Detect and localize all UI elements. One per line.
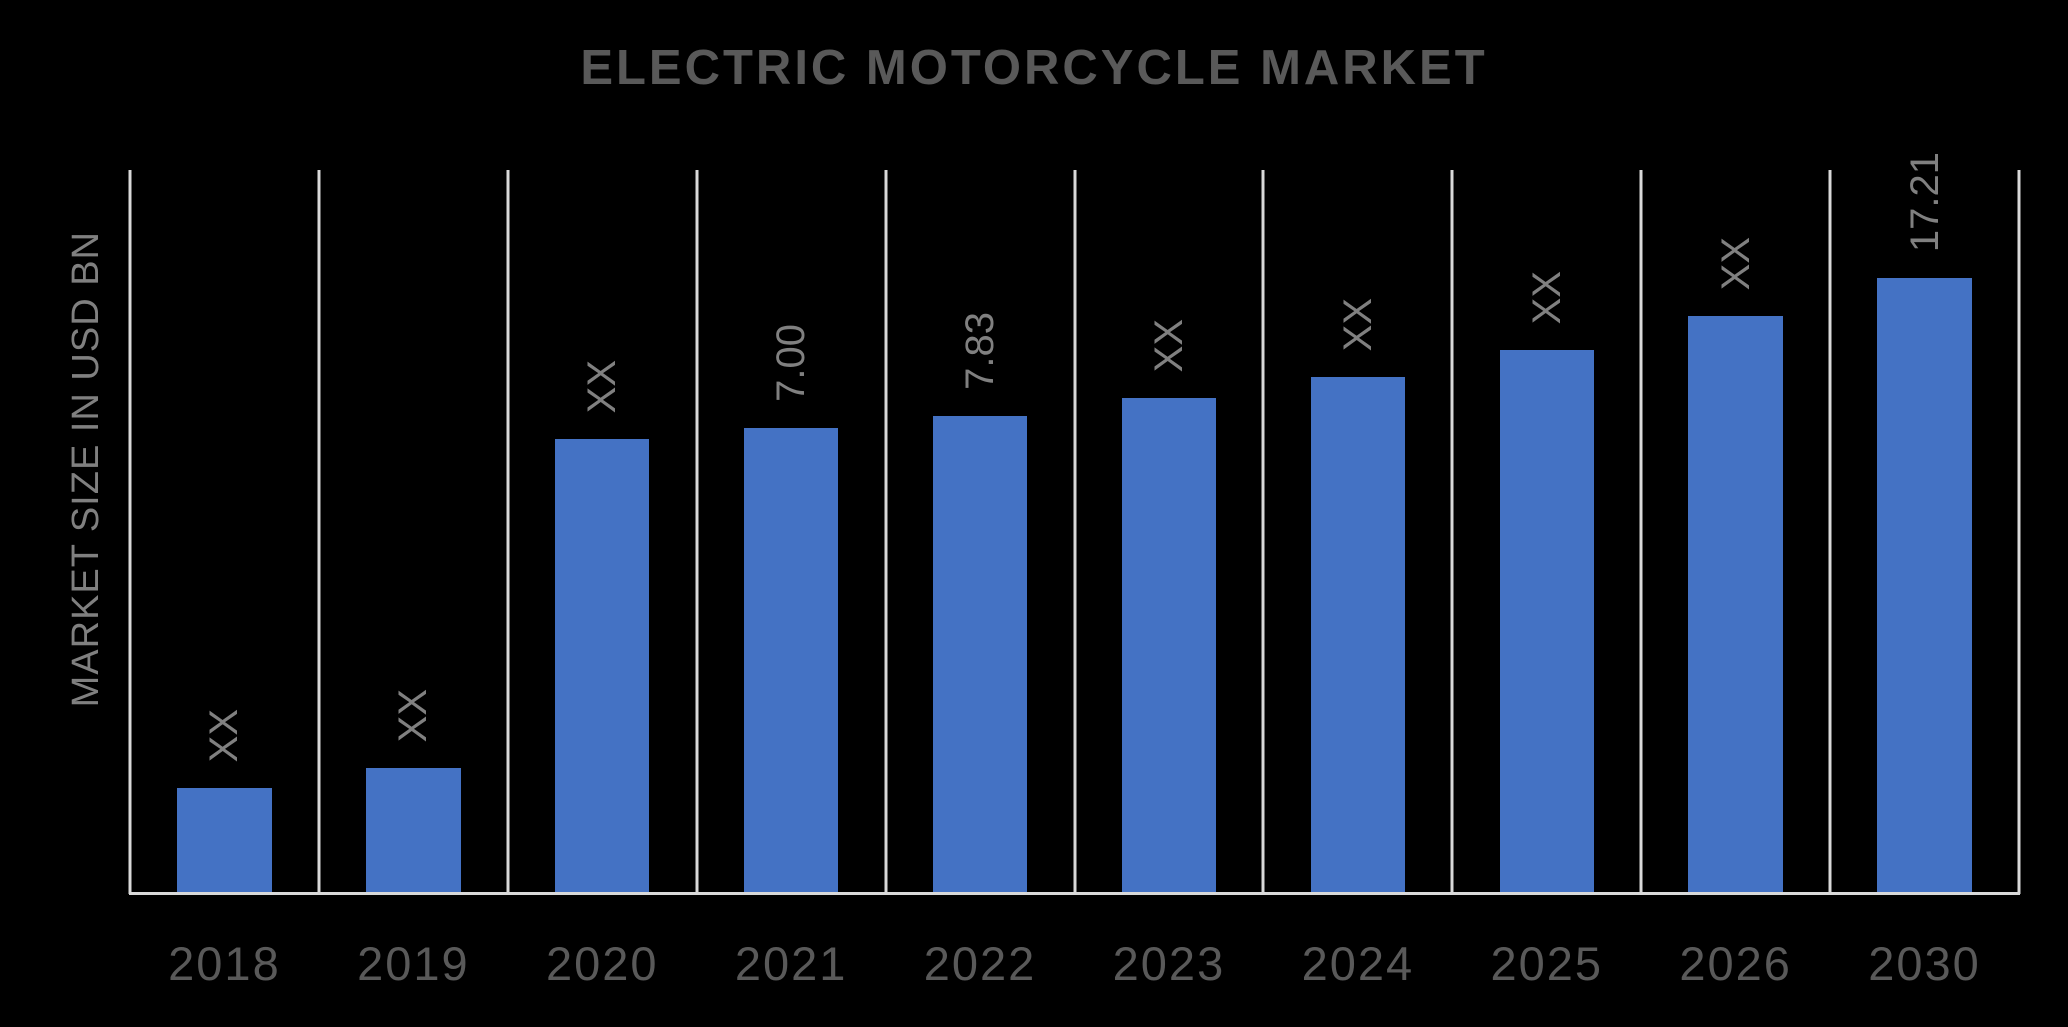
bar-2020 (555, 439, 650, 894)
gridline (884, 170, 888, 894)
gridline (1073, 170, 1076, 894)
bar-2021 (743, 427, 839, 894)
x-tick-2030: 2030 (1868, 937, 1981, 990)
bar-2025 (1499, 350, 1594, 894)
bar-value-label-2018: XX (202, 708, 247, 763)
bar-value-label-2026: XX (1713, 236, 1758, 291)
x-tick-2018: 2018 (168, 937, 281, 990)
bar-2024 (1310, 377, 1406, 894)
bar-value-label-2030: 17.21 (1902, 151, 1947, 252)
gridline (506, 170, 510, 894)
bar-value-label-2025: XX (1524, 270, 1569, 325)
x-tick-2022: 2022 (923, 937, 1037, 990)
bar-value-label-2020: XX (580, 359, 625, 414)
gridline (1450, 170, 1454, 894)
plot-area: XX XX XX 7.00 7.83 XX XX XX XX 17.21 (128, 152, 2021, 895)
x-tick-2021: 2021 (734, 937, 848, 990)
gridline (317, 170, 321, 894)
x-tick-2024: 2024 (1301, 937, 1415, 990)
bar-value-label-2019: XX (391, 688, 436, 743)
x-axis-line (129, 892, 2020, 895)
gridline (1639, 170, 1643, 894)
bar-value-label-2022: 7.83 (958, 312, 1003, 391)
gridline (2017, 170, 2021, 894)
gridline (1828, 170, 1832, 894)
bar-2019 (366, 768, 461, 894)
x-tick-2019: 2019 (357, 937, 470, 990)
bar-2018 (177, 788, 272, 894)
bar-2030 (1877, 277, 1972, 894)
chart-title: ELECTRIC MOTORCYCLE MARKET (580, 41, 1488, 95)
bar-2026 (1688, 316, 1783, 894)
y-axis-title: MARKET SIZE IN USD BN (65, 231, 107, 708)
x-tick-2023: 2023 (1112, 937, 1226, 990)
x-axis-labels: 2018 2019 2020 2021 2022 2023 2024 2025 2026 2030 (130, 936, 2019, 1006)
x-tick-2026: 2026 (1679, 937, 1792, 990)
gridline (1261, 170, 1265, 894)
bar-value-label-2024: XX (1335, 297, 1380, 352)
gridline (128, 170, 132, 894)
gridline (695, 170, 699, 894)
bar-value-label-2021: 7.00 (769, 323, 814, 402)
x-tick-2025: 2025 (1490, 937, 1604, 990)
bar-value-label-2023: XX (1146, 318, 1191, 373)
bar-2023 (1121, 398, 1217, 894)
bar-2022 (932, 416, 1028, 894)
x-tick-2020: 2020 (545, 937, 659, 990)
